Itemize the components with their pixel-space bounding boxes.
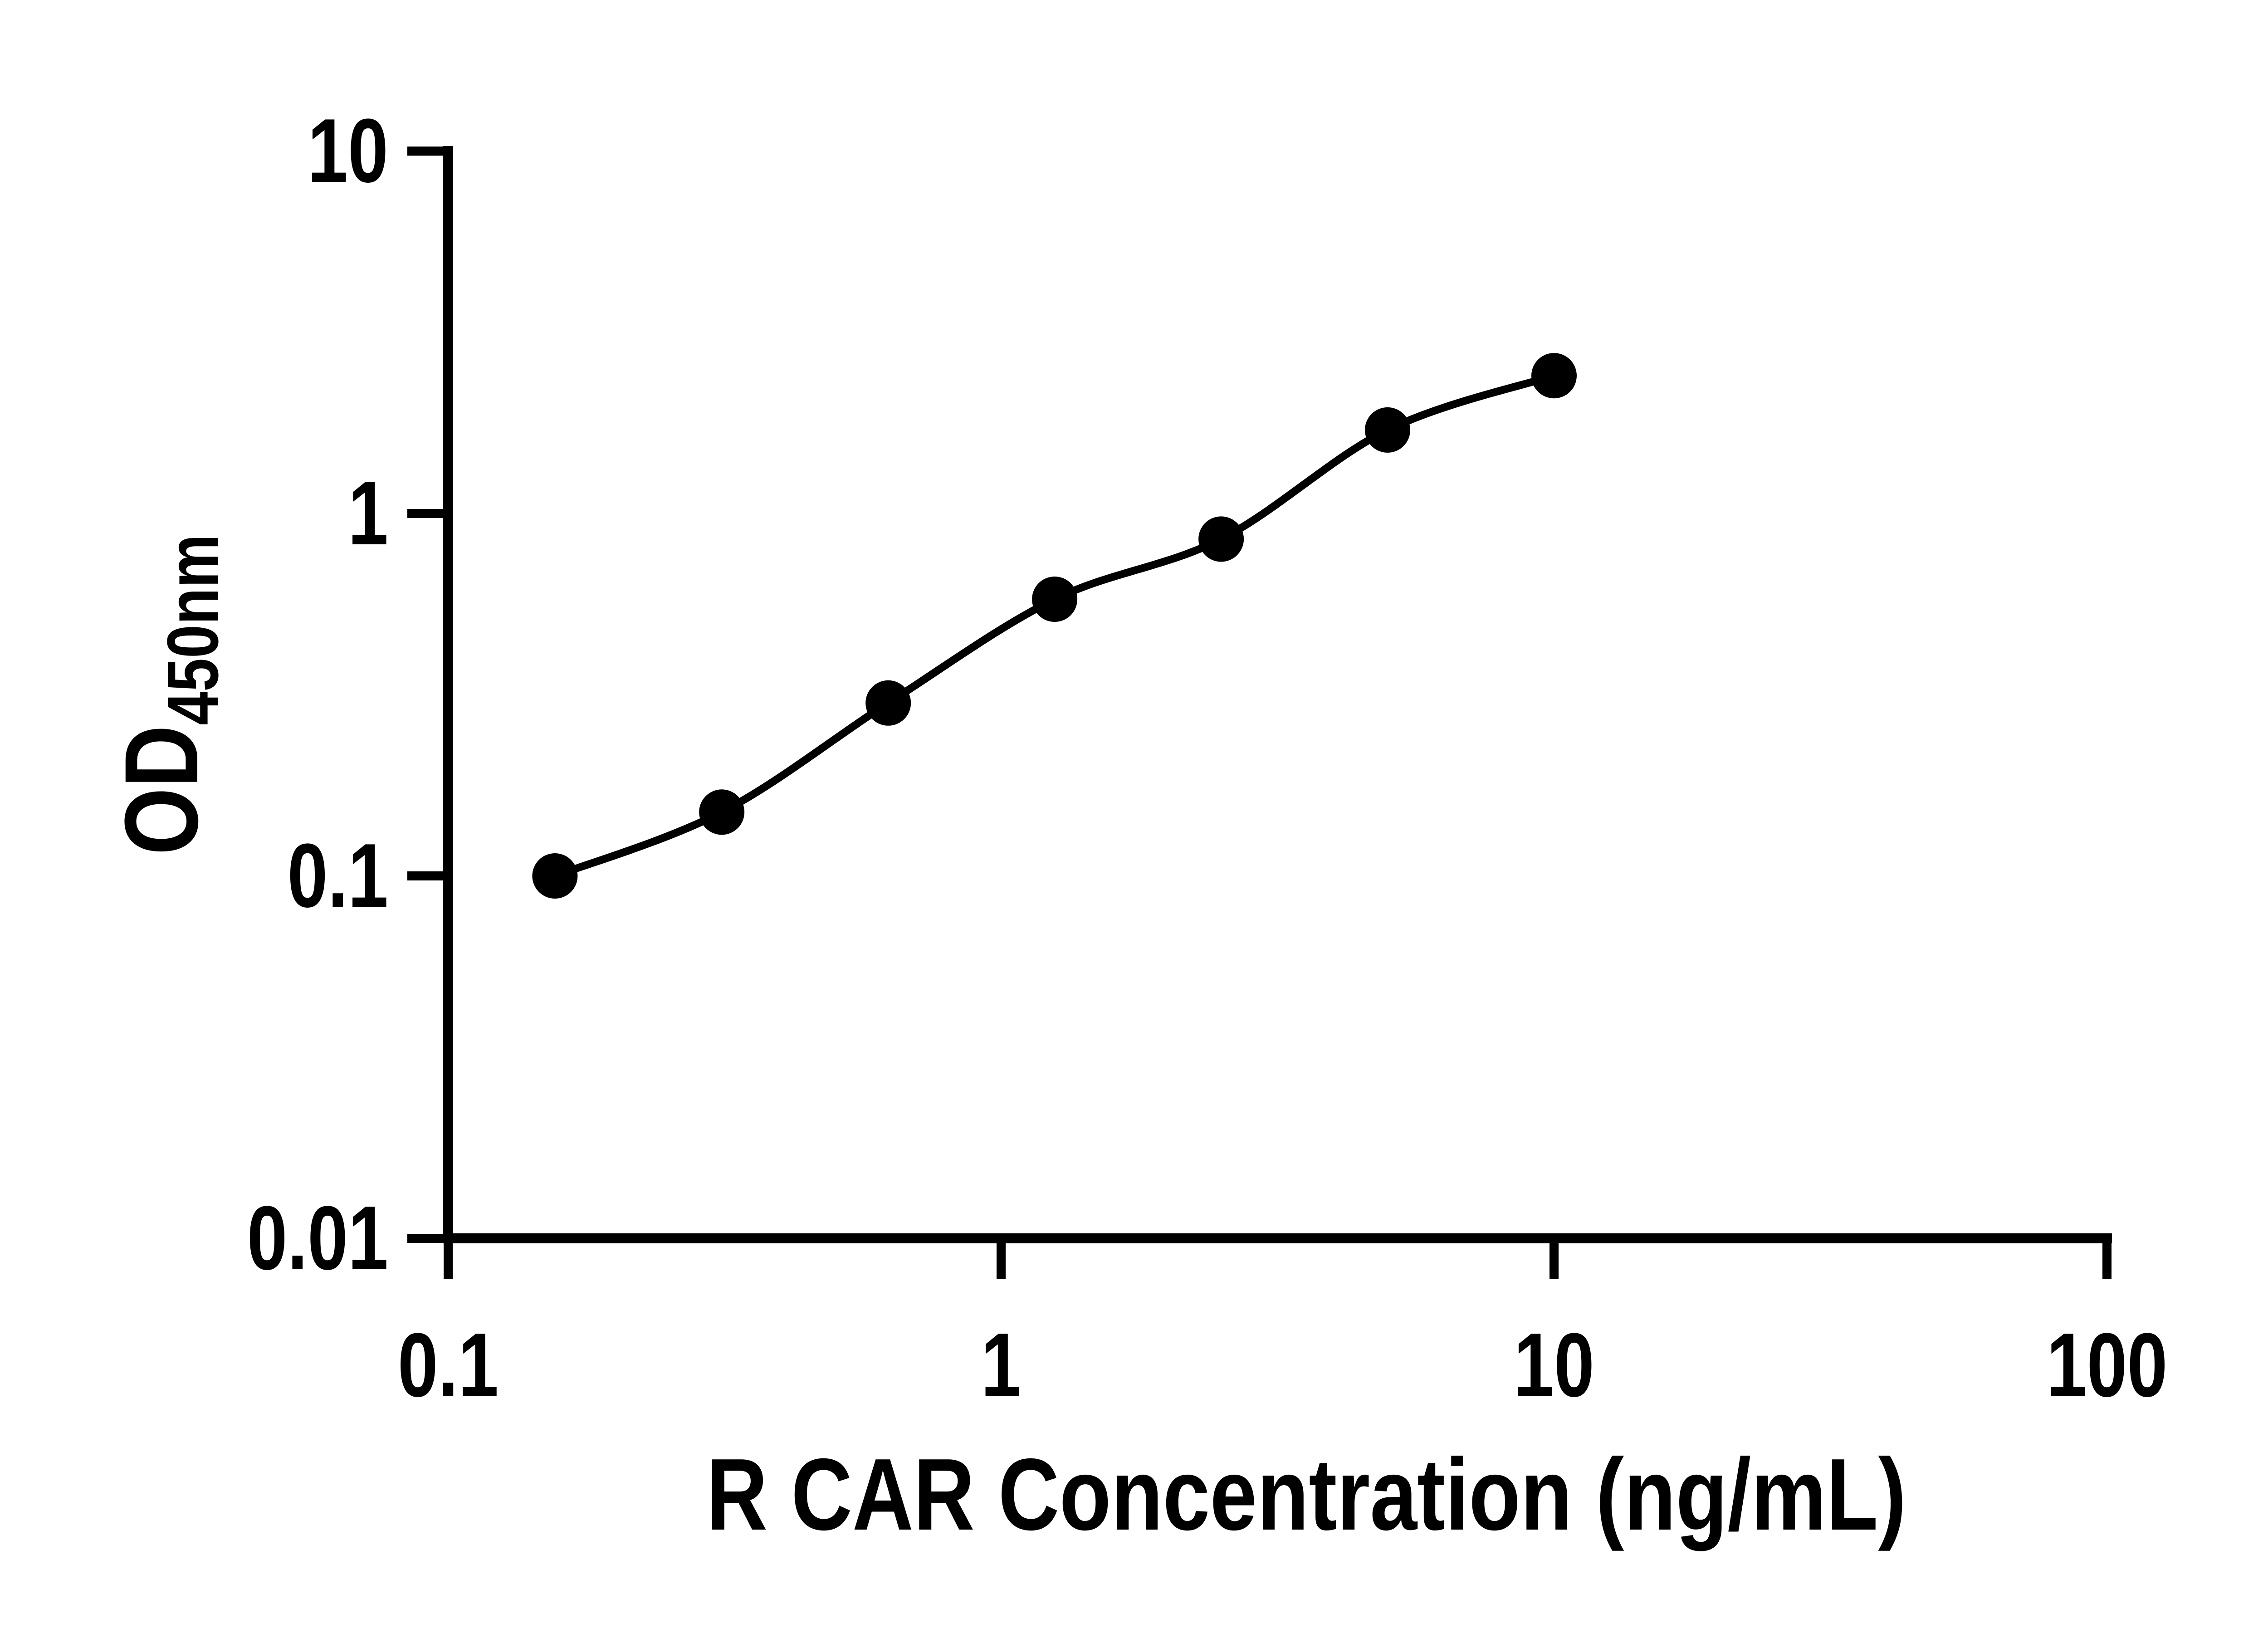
x-axis-title-text: R CAR Concentration (ng/mL) xyxy=(706,1437,1906,1551)
data-point xyxy=(1198,516,1244,562)
x-tick-label: 100 xyxy=(2047,1315,2168,1416)
y-tick-label-group: 1 xyxy=(348,463,388,564)
y-axis-title: OD450nm xyxy=(103,534,234,855)
data-point xyxy=(1365,407,1410,453)
x-tick-label: 0.1 xyxy=(398,1315,499,1416)
y-tick-label: 0.1 xyxy=(288,825,388,926)
x-tick-label-group: 0.1 xyxy=(398,1315,499,1416)
x-tick-label-group: 100 xyxy=(2047,1315,2168,1416)
y-axis-title-subscript: 450nm xyxy=(152,534,233,725)
y-axis-title-text: OD450nm xyxy=(103,534,234,855)
x-axis-title: R CAR Concentration (ng/mL) xyxy=(706,1437,1906,1551)
x-tick-label: 10 xyxy=(1514,1315,1594,1416)
x-tick-label-group: 1 xyxy=(981,1315,1022,1416)
y-axis-title-main: OD xyxy=(103,725,220,855)
y-tick-label: 1 xyxy=(348,463,388,564)
y-tick-label: 10 xyxy=(308,100,388,201)
data-point xyxy=(532,853,578,899)
axes xyxy=(407,146,2112,1279)
data-point xyxy=(1531,353,1577,399)
y-tick-label-group: 0.1 xyxy=(288,825,388,926)
data-point xyxy=(1032,577,1078,622)
data-points-layer xyxy=(532,353,1577,899)
x-tick-label: 1 xyxy=(981,1315,1022,1416)
data-point xyxy=(699,789,745,835)
x-tick-label-group: 10 xyxy=(1514,1315,1594,1416)
y-tick-label: 0.01 xyxy=(247,1188,388,1289)
y-tick-label-group: 0.01 xyxy=(247,1188,388,1289)
y-tick-label-group: 10 xyxy=(308,100,388,201)
data-point xyxy=(865,680,911,726)
